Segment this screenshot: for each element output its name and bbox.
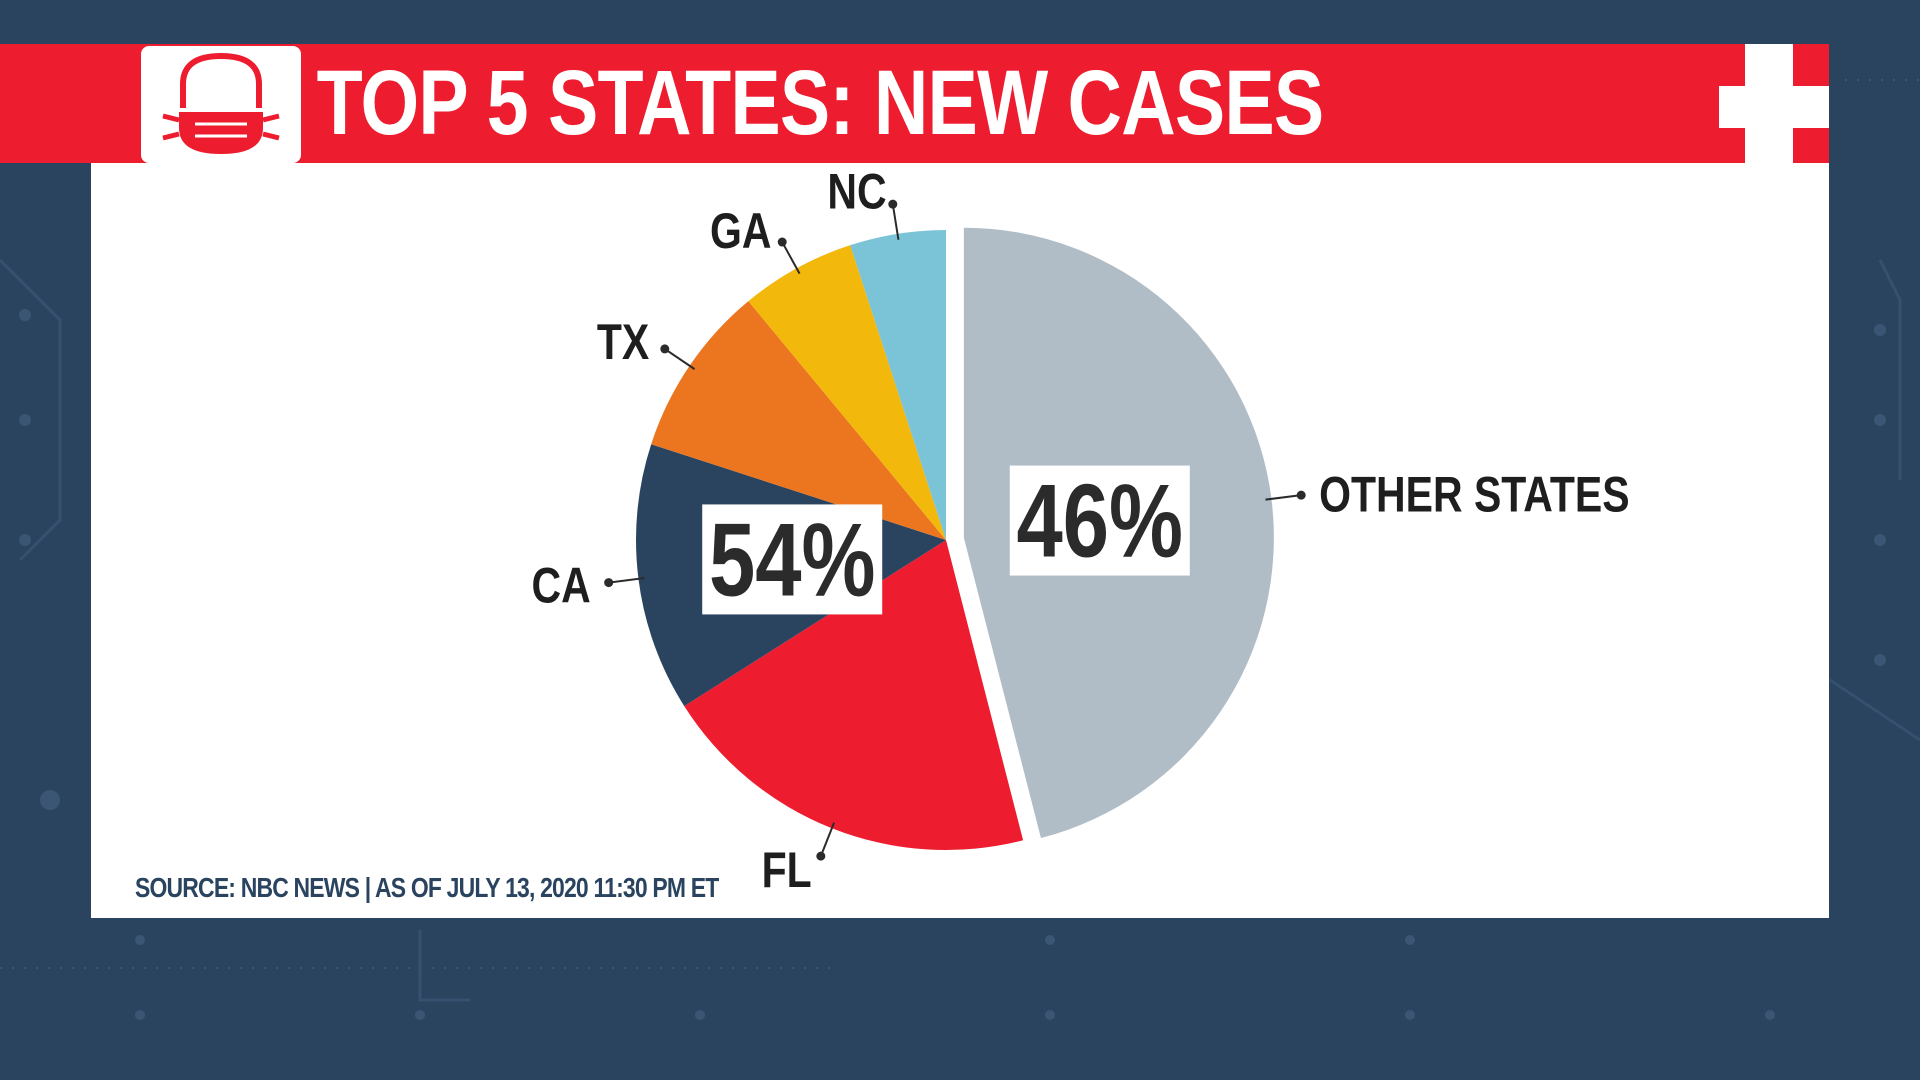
leader-dot-ca [604,578,614,588]
pie-slice-nc [850,230,946,540]
leader-line-tx [664,348,696,370]
leader-line-fl [819,822,836,857]
leader-dot-fl [816,851,826,861]
leader-line-ca [608,577,645,584]
leader-line-other-states [1265,494,1302,501]
group-label-box-46- [1009,465,1190,576]
slice-label-ga: GA [710,203,771,259]
pie-slice-ga [748,245,946,540]
leader-dot-other-states [1296,490,1306,500]
group-label-box-54- [702,504,883,615]
group-percent-label-46-: 46% [1017,463,1183,579]
slice-label-other-states: OTHER STATES [1319,467,1630,523]
medical-cross-icon [1709,44,1829,163]
pie-slice-tx [651,301,946,540]
leader-line-nc [891,204,900,240]
leader-line-ga [781,241,801,275]
logo-badge [141,46,301,163]
source-note: SOURCE: NBC NEWS | AS OF JULY 13, 2020 1… [135,872,719,903]
leader-dot-ga [777,237,787,247]
group-percent-label-54-: 54% [709,502,875,618]
face-mask-icon [162,52,280,154]
slice-label-tx: TX [597,314,650,370]
leader-dot-tx [660,344,670,354]
slice-label-nc: NC [827,164,886,220]
slice-label-ca: CA [532,558,591,614]
leader-dot-nc [888,199,898,209]
page-title: TOP 5 STATES: NEW CASES [316,52,1325,154]
pie-slice-fl [684,540,1024,851]
slice-label-fl: FL [762,842,812,898]
